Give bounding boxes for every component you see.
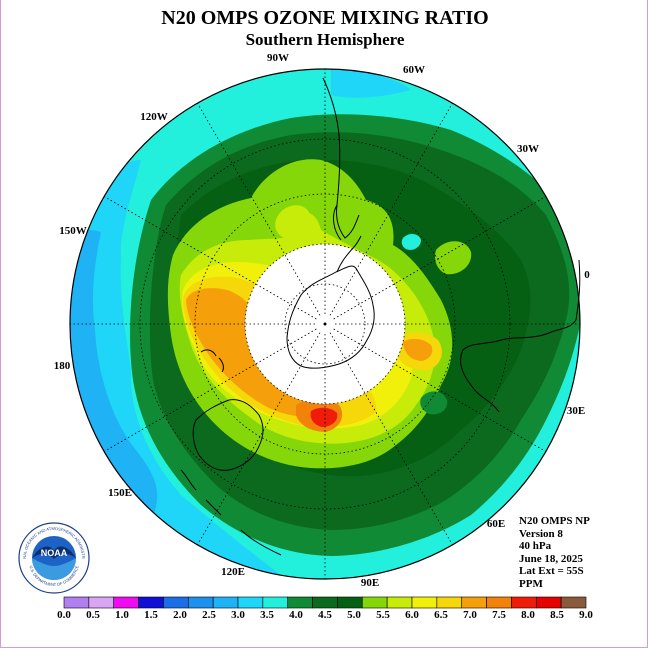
antarctica-coast <box>286 265 375 369</box>
meridian-line <box>197 102 321 316</box>
longitude-label: 120E <box>221 566 245 578</box>
lat-circle-3 <box>139 138 511 510</box>
info-version: Version 8 <box>519 527 563 540</box>
longitude-label: 150E <box>108 487 132 499</box>
info-date: June 18, 2025 <box>519 552 583 565</box>
contour-feature-ne2 <box>435 241 472 275</box>
contour-3.0-north <box>331 69 411 98</box>
longitude-label: 120W <box>140 111 168 123</box>
logo-lower-disc <box>32 558 76 580</box>
info-units: PPM <box>519 577 543 590</box>
longitude-label: 180 <box>54 360 71 372</box>
meridian-line <box>103 328 317 452</box>
contour-feature-e <box>420 391 448 415</box>
longitude-labels: 90W 60W 120W 30W 150W 0 180 30E 150E 60E 120E 90E <box>54 52 591 589</box>
longitude-label: 60E <box>487 518 505 530</box>
longitude-label: 60W <box>403 64 425 76</box>
meridian-line <box>103 196 317 320</box>
africa-coast <box>460 259 581 413</box>
south-america-coast <box>322 77 360 241</box>
page-subtitle: Southern Hemisphere <box>245 30 405 49</box>
longitude-label: 150W <box>59 225 87 237</box>
longitude-label: 0 <box>584 269 590 281</box>
info-block: N20 OMPS NP Version 8 40 hPa June 18, 20… <box>519 515 590 590</box>
contour-7.5-east <box>403 338 433 361</box>
longitude-label: 90E <box>361 577 379 589</box>
logo-text: NOAA <box>41 548 68 558</box>
islands-se <box>180 469 282 556</box>
longitude-label: 30E <box>567 405 585 417</box>
lat-circle-4 <box>284 283 366 365</box>
logo-bird-shape <box>32 546 76 559</box>
info-level: 40 hPa <box>519 540 552 552</box>
contour-feature-ne <box>401 234 421 250</box>
graticule <box>70 69 580 579</box>
info-instrument: N20 OMPS NP <box>519 515 590 527</box>
meridian-line <box>329 332 453 546</box>
longitude-label: 90W <box>267 52 289 64</box>
meridian-line <box>329 102 453 316</box>
contour-8.5 <box>310 407 338 427</box>
meridian-line <box>333 328 547 452</box>
antarctic-peninsula <box>336 235 362 273</box>
contour-6.0-north <box>275 205 310 240</box>
page-title: N20 OMPS OZONE MIXING RATIO <box>161 7 489 29</box>
coastlines <box>180 77 581 556</box>
new-zealand-coast <box>200 349 224 373</box>
info-lat-ext: Lat Ext = 55S <box>519 565 584 577</box>
map-rim <box>69 68 581 580</box>
meridian-line <box>333 196 547 320</box>
lat-circle-1 <box>244 243 406 405</box>
noaa-logo: NOAA NATIONAL OCEANIC AND ATMOSPHERIC AD… <box>17 521 90 594</box>
australia-coast <box>192 399 264 471</box>
pole-dot <box>323 322 327 326</box>
meridian-line <box>197 332 321 546</box>
longitude-label: 30W <box>517 143 539 155</box>
